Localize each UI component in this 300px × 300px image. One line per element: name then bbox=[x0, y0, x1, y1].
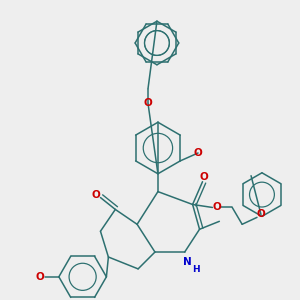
Text: O: O bbox=[199, 172, 208, 182]
Text: O: O bbox=[36, 272, 44, 282]
Text: O: O bbox=[212, 202, 221, 212]
Text: O: O bbox=[194, 148, 203, 158]
Text: O: O bbox=[144, 98, 152, 108]
Text: H: H bbox=[192, 266, 200, 274]
Text: O: O bbox=[91, 190, 100, 200]
Text: O: O bbox=[256, 209, 265, 219]
Text: N: N bbox=[183, 257, 192, 267]
